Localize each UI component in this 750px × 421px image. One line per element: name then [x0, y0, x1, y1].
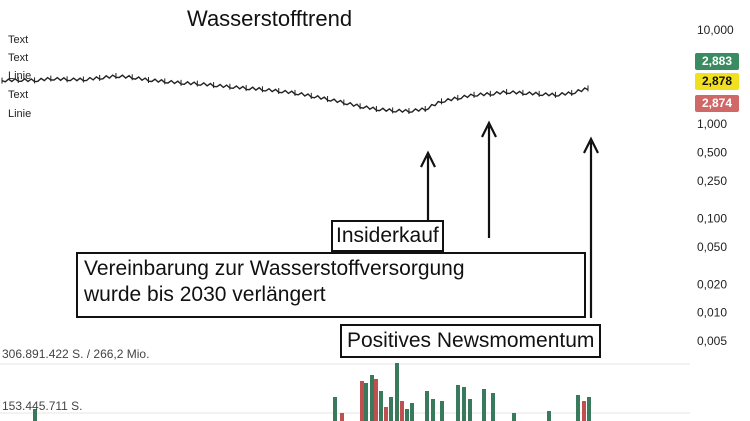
volume-bar [456, 385, 460, 421]
price-line [1, 72, 589, 115]
y-tick-label: 0,100 [697, 211, 727, 225]
volume-bar [491, 393, 495, 421]
volume-bar [582, 401, 586, 421]
volume-bar [379, 391, 383, 421]
y-tick-label: 0,500 [697, 146, 727, 160]
volume-bar [512, 413, 516, 421]
arrow-vereinbarung [481, 120, 497, 238]
volume-bar [340, 413, 344, 421]
volume-bar [462, 387, 466, 421]
volume-bar [405, 409, 409, 421]
tool-line-1[interactable]: Linie [8, 70, 32, 82]
volume-bar [384, 407, 388, 421]
price-badge-last: 2,878 [695, 73, 739, 90]
y-tick-label: 0,050 [697, 240, 727, 254]
volume-bar [389, 397, 393, 421]
volume-bar [333, 397, 337, 421]
volume-bar [410, 403, 414, 421]
volume-bar [364, 383, 368, 421]
volume-bar [440, 401, 444, 421]
y-tick-label: 1,000 [697, 117, 727, 131]
volume-bar [400, 401, 404, 421]
arrow-insiderkauf [420, 150, 436, 222]
volume-bar [482, 389, 486, 421]
volume-bar [395, 363, 399, 421]
volume-bar [547, 411, 551, 421]
y-tick-label: 0,005 [697, 334, 727, 348]
chart-title: Wasserstofftrend [187, 6, 353, 31]
annotation-insiderkauf: Insiderkauf [331, 220, 444, 252]
price-badge-low: 2,874 [695, 95, 739, 112]
price-badge-high: 2,883 [695, 53, 739, 70]
annotation-newsmomentum: Positives Newsmomentum [340, 324, 602, 358]
volume-bar [374, 379, 378, 421]
volume-bars [33, 363, 591, 421]
volume-bar [468, 399, 472, 421]
volume-bar [425, 391, 429, 421]
arrow-newsmomentum [583, 136, 599, 318]
volume-label-mid: 153.445.711 S. [2, 399, 83, 413]
tool-text-3[interactable]: Text [8, 89, 29, 101]
volume-bar [587, 397, 591, 421]
annotation-vereinbarung-line2: wurde bis 2030 verlängert [84, 283, 326, 306]
volume-label-max: 306.891.422 S. / 266,2 Mio. [2, 347, 150, 361]
annotation-vereinbarung: Vereinbarung zur Wasserstoffversorgung w… [76, 252, 586, 318]
tool-text-1[interactable]: Text [8, 34, 29, 46]
volume-bar [576, 395, 580, 421]
volume-bar [33, 409, 37, 421]
tool-text-2[interactable]: Text [8, 52, 29, 64]
volume-bar [370, 375, 374, 421]
volume-bar [431, 399, 435, 421]
tool-line-2[interactable]: Linie [8, 108, 32, 120]
y-tick-label: 0,250 [697, 174, 727, 188]
annotation-vereinbarung-line1: Vereinbarung zur Wasserstoffversorgung [84, 257, 465, 280]
volume-bar [360, 381, 364, 421]
y-tick-label: 0,020 [697, 277, 727, 291]
y-tick-label: 10,000 [697, 23, 734, 37]
y-tick-label: 0,010 [697, 306, 727, 320]
price-axis: 10,0005,0001,0000,5000,2500,1000,0500,02… [697, 23, 734, 348]
